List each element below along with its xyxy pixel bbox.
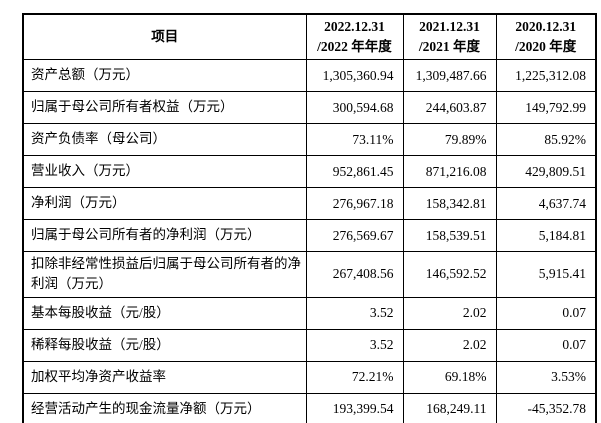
table-row: 归属于母公司所有者的净利润（万元） 276,569.67 158,539.51 5,1… bbox=[22, 219, 597, 252]
financial-summary-table: 项目 2022.12.31 /2022 年年度 2021.12.31 /2021… bbox=[22, 13, 597, 423]
cell-value: 300,594.68 bbox=[305, 91, 404, 124]
cell-value: 5,915.41 bbox=[495, 251, 597, 298]
table-row: 资产负债率（母公司） 73.11% 79.89% 85.92% bbox=[22, 123, 597, 156]
cell-value: 158,539.51 bbox=[402, 219, 497, 252]
row-label: 营业收入（万元） bbox=[22, 155, 307, 188]
row-label: 归属于母公司所有者的净利润（万元） bbox=[22, 219, 307, 252]
table-row: 扣除非经常性损益后归属于母公司所有者的净利润（万元） 267,408.56 146,… bbox=[22, 251, 597, 298]
header-col-2021-date: 2021.12.31 bbox=[419, 19, 480, 35]
cell-value: 2.02 bbox=[402, 328, 497, 362]
header-item: 项目 bbox=[22, 13, 307, 60]
header-col-2021: 2021.12.31 /2021 年度 bbox=[402, 13, 497, 60]
cell-value: 168,249.11 bbox=[402, 392, 497, 423]
cell-value: 79.89% bbox=[402, 123, 497, 156]
cell-value: 244,603.87 bbox=[402, 91, 497, 124]
table-header: 项目 2022.12.31 /2022 年年度 2021.12.31 /2021… bbox=[22, 13, 597, 60]
cell-value: 4,637.74 bbox=[495, 187, 597, 220]
row-label: 稀释每股收益（元/股） bbox=[22, 328, 307, 362]
cell-value: 952,861.45 bbox=[305, 155, 404, 188]
header-col-2022-date: 2022.12.31 bbox=[324, 19, 385, 35]
row-label: 净利润（万元） bbox=[22, 187, 307, 220]
cell-value: 1,305,360.94 bbox=[305, 59, 404, 92]
table-row: 经营活动产生的现金流量净额（万元） 193,399.54 168,249.11 -45… bbox=[22, 392, 597, 423]
row-label: 加权平均净资产收益率 bbox=[22, 360, 307, 394]
header-col-2022: 2022.12.31 /2022 年年度 bbox=[305, 13, 404, 60]
cell-value: 276,569.67 bbox=[305, 219, 404, 252]
row-label: 扣除非经常性损益后归属于母公司所有者的净利润（万元） bbox=[22, 251, 307, 298]
header-col-2020: 2020.12.31 /2020 年度 bbox=[495, 13, 597, 60]
header-col-2021-period: /2021 年度 bbox=[418, 39, 481, 54]
cell-value: 871,216.08 bbox=[402, 155, 497, 188]
cell-value: -45,352.78 bbox=[495, 392, 597, 423]
table-row: 加权平均净资产收益率 72.21% 69.18% 3.53% bbox=[22, 360, 597, 394]
cell-value: 73.11% bbox=[305, 123, 404, 156]
cell-value: 3.52 bbox=[305, 328, 404, 362]
cell-value: 5,184.81 bbox=[495, 219, 597, 252]
cell-value: 0.07 bbox=[495, 328, 597, 362]
cell-value: 193,399.54 bbox=[305, 392, 404, 423]
cell-value: 146,592.52 bbox=[402, 251, 497, 298]
table-row: 稀释每股收益（元/股） 3.52 2.02 0.07 bbox=[22, 328, 597, 362]
header-col-2022-period: /2022 年年度 bbox=[317, 39, 392, 54]
cell-value: 158,342.81 bbox=[402, 187, 497, 220]
cell-value: 3.52 bbox=[305, 296, 404, 330]
table-row: 营业收入（万元） 952,861.45 871,216.08 429,809.51 bbox=[22, 155, 597, 188]
cell-value: 1,309,487.66 bbox=[402, 59, 497, 92]
row-label: 基本每股收益（元/股） bbox=[22, 296, 307, 330]
table-row: 基本每股收益（元/股） 3.52 2.02 0.07 bbox=[22, 296, 597, 330]
header-row: 项目 2022.12.31 /2022 年年度 2021.12.31 /2021… bbox=[22, 13, 597, 60]
cell-value: 2.02 bbox=[402, 296, 497, 330]
cell-value: 429,809.51 bbox=[495, 155, 597, 188]
cell-value: 267,408.56 bbox=[305, 251, 404, 298]
cell-value: 69.18% bbox=[402, 360, 497, 394]
row-label: 经营活动产生的现金流量净额（万元） bbox=[22, 392, 307, 423]
row-label: 资产负债率（母公司） bbox=[22, 123, 307, 156]
cell-value: 1,225,312.08 bbox=[495, 59, 597, 92]
row-label: 资产总额（万元） bbox=[22, 59, 307, 92]
header-col-2020-period: /2020 年度 bbox=[515, 39, 577, 54]
table-row: 归属于母公司所有者权益（万元） 300,594.68 244,603.87 149,7… bbox=[22, 91, 597, 124]
table-row: 资产总额（万元） 1,305,360.94 1,309,487.66 1,225,31… bbox=[22, 59, 597, 92]
row-label: 归属于母公司所有者权益（万元） bbox=[22, 91, 307, 124]
cell-value: 0.07 bbox=[495, 296, 597, 330]
table-row: 净利润（万元） 276,967.18 158,342.81 4,637.74 bbox=[22, 187, 597, 220]
cell-value: 85.92% bbox=[495, 123, 597, 156]
table-body: 资产总额（万元） 1,305,360.94 1,309,487.66 1,225,31… bbox=[22, 59, 597, 423]
cell-value: 276,967.18 bbox=[305, 187, 404, 220]
cell-value: 149,792.99 bbox=[495, 91, 597, 124]
cell-value: 72.21% bbox=[305, 360, 404, 394]
cell-value: 3.53% bbox=[495, 360, 597, 394]
header-col-2020-date: 2020.12.31 bbox=[515, 19, 577, 35]
